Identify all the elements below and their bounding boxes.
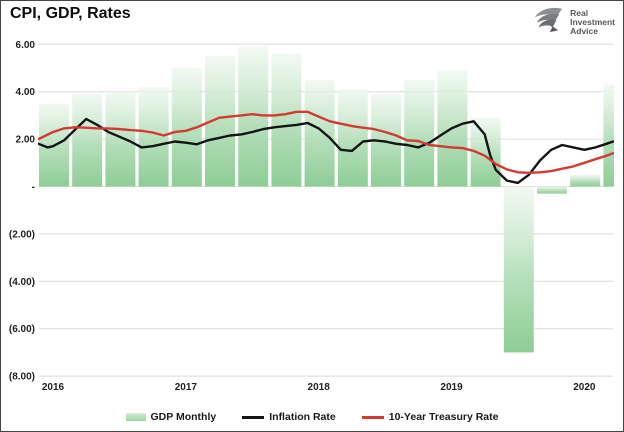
legend-item-inflation: Inflation Rate bbox=[242, 411, 336, 423]
y-axis-label: - bbox=[32, 182, 35, 193]
gdp-bar-2020Q2 bbox=[603, 84, 614, 187]
gdp-bar-2018Q1 bbox=[304, 79, 335, 187]
gdp-bar-2016Q2 bbox=[72, 94, 103, 187]
y-axis-label: 4.00 bbox=[16, 87, 36, 98]
gdp-bar-2018Q4 bbox=[404, 79, 435, 187]
treasury-rate-line bbox=[38, 110, 614, 174]
chart-legend: GDP Monthly Inflation Rate 10-Year Treas… bbox=[1, 411, 623, 423]
eagle-icon bbox=[531, 6, 565, 39]
brand-line-1: Real bbox=[570, 8, 589, 18]
legend-label-treasury: 10-Year Treasury Rate bbox=[388, 411, 499, 423]
gdp-bar-swatch-icon bbox=[125, 413, 146, 421]
y-axis-label: (4.00) bbox=[9, 277, 35, 288]
treasury-line-swatch-icon bbox=[361, 415, 384, 419]
inflation-rate-line bbox=[38, 117, 614, 185]
brand-line-2: Investment bbox=[570, 17, 615, 27]
brand-text: Real Investment Advice bbox=[570, 9, 615, 36]
gdp-bar-2017Q4 bbox=[271, 53, 302, 187]
y-axis-label: 6.00 bbox=[16, 40, 36, 51]
x-axis-label-2020: 2020 bbox=[573, 382, 596, 393]
x-axis-label-2017: 2017 bbox=[175, 382, 198, 393]
gdp-bar-2019Q4 bbox=[537, 186, 567, 194]
gdp-bar-2020Q1 bbox=[570, 174, 601, 187]
brand-logo: Real Investment Advice bbox=[531, 6, 615, 39]
legend-label-inflation: Inflation Rate bbox=[269, 411, 336, 423]
y-axis-label: (2.00) bbox=[9, 229, 35, 240]
y-axis-label: (6.00) bbox=[9, 324, 35, 335]
inflation-line-swatch-icon bbox=[242, 415, 265, 419]
x-axis-label-2018: 2018 bbox=[308, 382, 331, 393]
gdp-bar-2016Q3 bbox=[105, 91, 136, 187]
y-axis-label: (8.00) bbox=[9, 372, 35, 383]
x-axis-label-2019: 2019 bbox=[440, 382, 463, 393]
gdp-bars-group bbox=[39, 46, 614, 353]
chart-title: CPI, GDP, Rates bbox=[10, 5, 131, 22]
gdp-bar-2016Q4 bbox=[138, 86, 169, 187]
legend-label-gdp: GDP Monthly bbox=[150, 411, 217, 423]
brand-line-3: Advice bbox=[570, 26, 598, 36]
y-axis-label: 2.00 bbox=[16, 135, 36, 146]
x-axis-label-2016: 2016 bbox=[42, 382, 65, 393]
legend-item-gdp: GDP Monthly bbox=[125, 411, 217, 423]
legend-item-treasury: 10-Year Treasury Rate bbox=[361, 411, 499, 423]
gdp-bar-2018Q2 bbox=[337, 89, 368, 187]
gdp-bar-2019Q3 bbox=[503, 186, 534, 353]
